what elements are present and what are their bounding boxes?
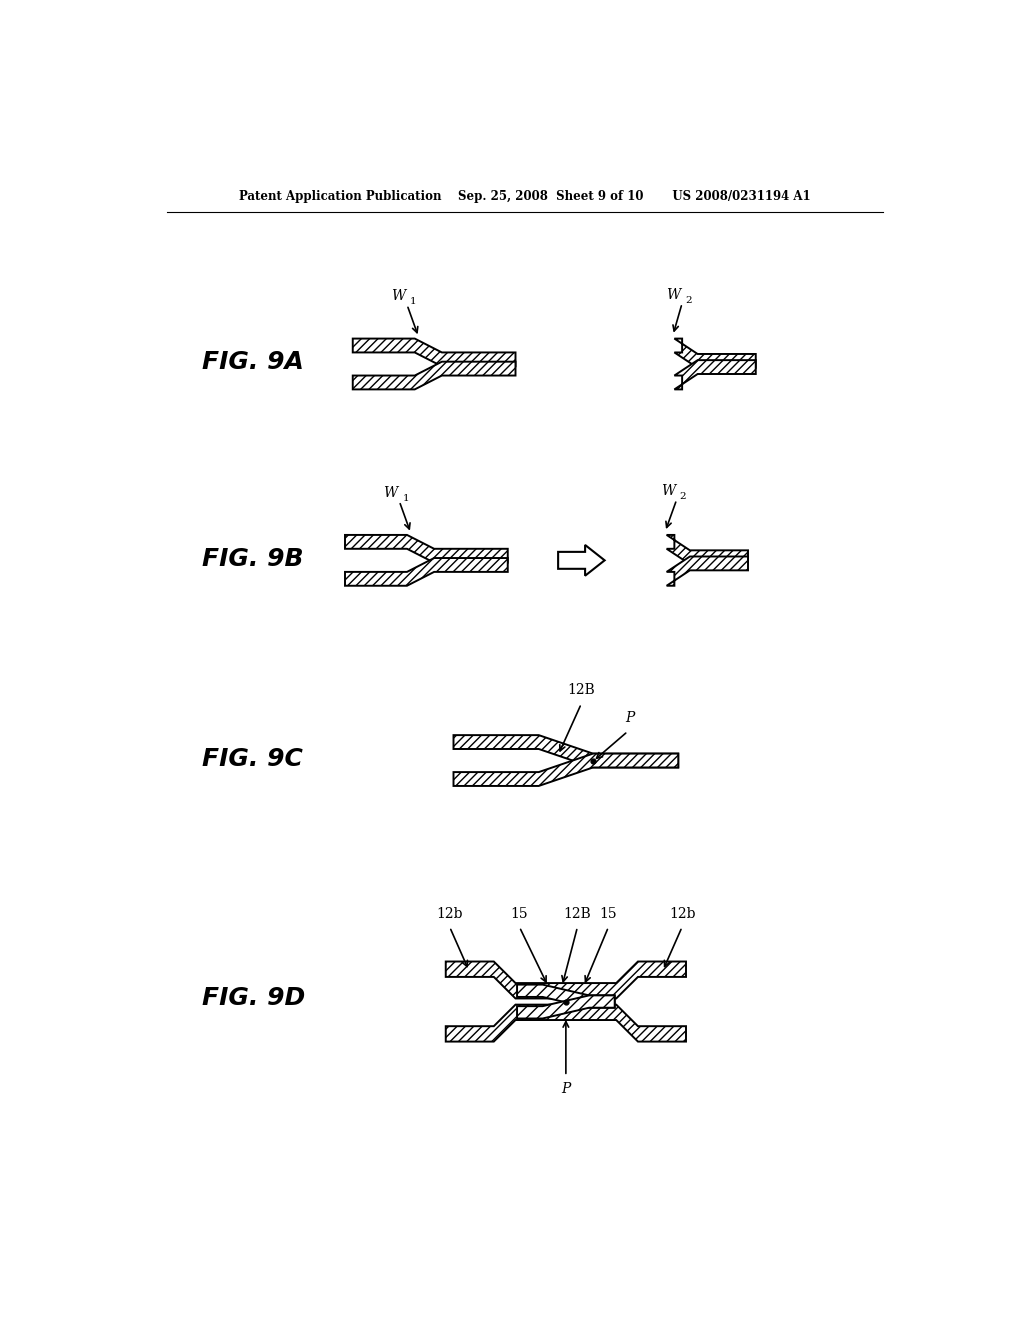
Polygon shape <box>675 339 756 368</box>
Text: P: P <box>626 711 635 725</box>
Text: Patent Application Publication    Sep. 25, 2008  Sheet 9 of 10       US 2008/023: Patent Application Publication Sep. 25, … <box>239 190 811 203</box>
Text: 12b: 12b <box>436 907 463 921</box>
Text: W: W <box>383 486 397 499</box>
Text: 15: 15 <box>600 907 617 921</box>
Polygon shape <box>667 557 748 586</box>
Text: 1: 1 <box>402 494 409 503</box>
Text: 1: 1 <box>410 297 417 306</box>
Text: 12B: 12B <box>567 684 595 697</box>
Polygon shape <box>445 961 686 998</box>
Text: 2: 2 <box>680 492 686 502</box>
Text: W: W <box>660 484 675 498</box>
Text: W: W <box>391 289 406 304</box>
Text: FIG. 9C: FIG. 9C <box>202 747 302 771</box>
Polygon shape <box>667 535 748 564</box>
Text: W: W <box>667 288 681 302</box>
Text: 2: 2 <box>685 296 692 305</box>
Polygon shape <box>352 362 515 389</box>
Polygon shape <box>352 339 515 367</box>
Text: 12B: 12B <box>563 907 592 921</box>
Polygon shape <box>454 735 678 767</box>
Text: 12b: 12b <box>669 907 695 921</box>
Text: 15: 15 <box>511 907 528 921</box>
Text: FIG. 9B: FIG. 9B <box>202 546 303 570</box>
Polygon shape <box>445 1005 686 1041</box>
Polygon shape <box>345 535 508 562</box>
Polygon shape <box>675 360 756 389</box>
Text: FIG. 9D: FIG. 9D <box>202 986 305 1010</box>
Text: FIG. 9A: FIG. 9A <box>202 350 303 375</box>
Polygon shape <box>517 995 614 1019</box>
Polygon shape <box>454 754 678 785</box>
Polygon shape <box>517 985 614 1007</box>
Polygon shape <box>558 545 604 576</box>
Polygon shape <box>345 558 508 586</box>
Text: P: P <box>561 1082 570 1097</box>
